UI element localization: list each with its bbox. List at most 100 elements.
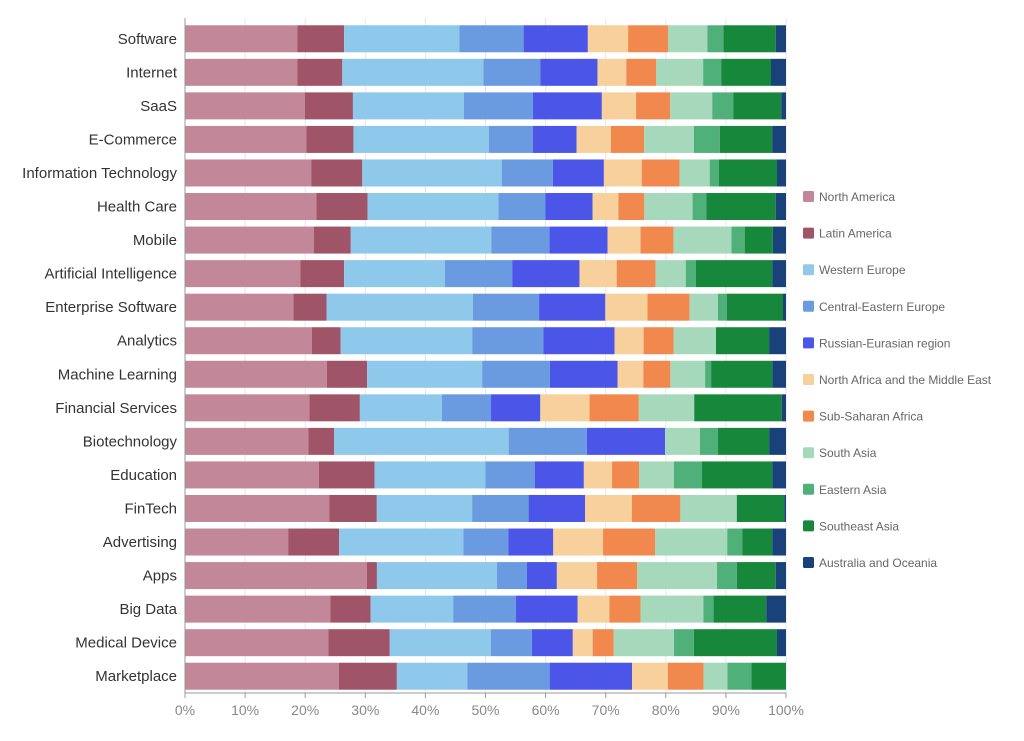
- bar-segment: [185, 159, 312, 187]
- bar-segment: [389, 629, 491, 657]
- bar-segment: [488, 125, 533, 153]
- legend-swatch: [803, 483, 814, 495]
- bar-segment: [444, 260, 513, 288]
- x-tick-label: 100%: [768, 702, 804, 718]
- bar-segment: [612, 461, 640, 489]
- category-label: Mobile: [133, 232, 177, 249]
- bar-segment: [185, 461, 319, 489]
- bar-segment: [605, 293, 648, 321]
- bar-segment: [577, 595, 610, 623]
- bar-segment: [459, 25, 524, 53]
- category-label: Education: [110, 467, 177, 484]
- bar-segment: [631, 494, 681, 522]
- bar-segment: [772, 226, 786, 254]
- bar-segment: [359, 394, 442, 422]
- bar-segment: [673, 629, 694, 657]
- bar-segment: [463, 528, 509, 556]
- bar-segment: [643, 327, 674, 355]
- bar-segment: [707, 25, 724, 53]
- bar-segment: [549, 226, 608, 254]
- bar-segment: [313, 226, 351, 254]
- bar-segment: [706, 193, 776, 221]
- bar-segment: [308, 427, 335, 455]
- legend-swatch: [803, 300, 814, 312]
- bar-segment: [775, 193, 786, 221]
- bar-segment: [556, 562, 598, 590]
- bar-segment: [540, 394, 590, 422]
- category-label: Enterprise Software: [45, 299, 177, 316]
- category-label: E-Commerce: [89, 131, 177, 148]
- bar-segment: [543, 327, 615, 355]
- bar-segment: [523, 25, 588, 53]
- bar-segment: [350, 226, 492, 254]
- bar-segment: [618, 193, 645, 221]
- bar-segment: [718, 159, 777, 187]
- bar-segment: [711, 360, 773, 388]
- legend-label: Southeast Asia: [819, 519, 899, 533]
- bar-segment: [718, 427, 770, 455]
- bar-segment: [731, 226, 745, 254]
- bar-segment: [772, 528, 786, 556]
- bar-segment: [508, 528, 554, 556]
- bar-segment: [769, 327, 786, 355]
- legend-label: Russian-Eurasian region: [819, 336, 950, 350]
- bar-segment: [639, 461, 674, 489]
- bar-segment: [655, 260, 686, 288]
- bar-segment: [712, 92, 734, 120]
- bar-segment: [776, 159, 786, 187]
- bar-segment: [751, 662, 786, 690]
- bar-segment: [603, 159, 642, 187]
- bar-segment: [692, 193, 707, 221]
- bar-segment: [367, 193, 499, 221]
- bar-segment: [482, 360, 550, 388]
- bar-segment: [185, 427, 309, 455]
- category-label: Information Technology: [22, 165, 177, 182]
- bar-segment: [716, 327, 770, 355]
- bar-segment: [526, 562, 557, 590]
- bar-segment: [742, 528, 773, 556]
- bar-segment: [776, 629, 786, 657]
- bar-segment: [727, 662, 752, 690]
- category-label: Software: [118, 31, 177, 48]
- bar-segment: [304, 92, 353, 120]
- bar-segment: [316, 193, 368, 221]
- legend-swatch: [803, 264, 814, 276]
- bar-segment: [703, 58, 722, 86]
- bar-segment: [344, 25, 460, 53]
- legend-label: Eastern Asia: [819, 483, 887, 497]
- bar-segment: [185, 58, 298, 86]
- bar-segment: [636, 92, 671, 120]
- bar-segment: [667, 662, 704, 690]
- bar-segment: [496, 562, 527, 590]
- bar-segment: [367, 360, 483, 388]
- bar-segment: [453, 595, 517, 623]
- bar-segment: [668, 25, 708, 53]
- bar-segment: [553, 528, 604, 556]
- category-label: Marketplace: [95, 668, 177, 685]
- bar-segment: [772, 360, 786, 388]
- bar-segment: [640, 226, 674, 254]
- bar-segment: [572, 629, 593, 657]
- bar-segment: [703, 662, 728, 690]
- bar-segment: [717, 562, 737, 590]
- bar-segment: [311, 159, 363, 187]
- legend-label: Sub-Saharan Africa: [819, 410, 923, 424]
- bar-segment: [632, 662, 668, 690]
- bar-segment: [185, 92, 305, 120]
- legend-swatch: [803, 447, 814, 459]
- legend-swatch: [803, 227, 814, 239]
- category-label: SaaS: [140, 98, 177, 115]
- bar-segment: [693, 125, 720, 153]
- bar-segment: [339, 528, 464, 556]
- bars: [185, 25, 786, 690]
- bar-segment: [689, 293, 718, 321]
- bar-segment: [586, 427, 666, 455]
- bar-segment: [185, 629, 329, 657]
- bar-segment: [665, 427, 700, 455]
- bar-segment: [638, 394, 695, 422]
- bar-segment: [673, 327, 717, 355]
- bar-segment: [685, 260, 696, 288]
- bar-segment: [342, 58, 484, 86]
- bar-segment: [719, 125, 773, 153]
- x-tick-label: 20%: [291, 702, 319, 718]
